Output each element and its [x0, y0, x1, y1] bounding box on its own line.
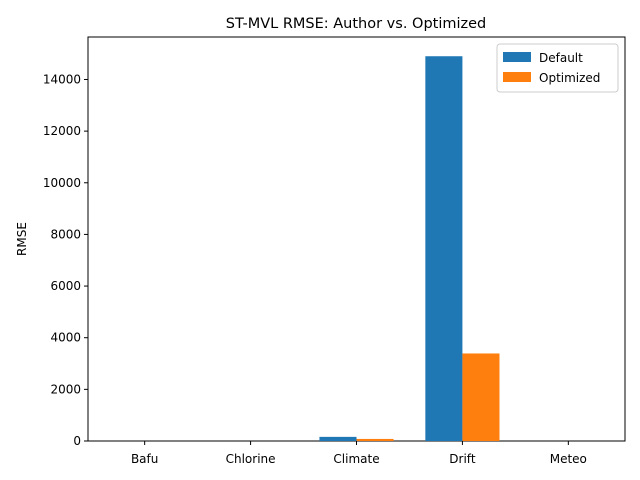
- bars: [319, 56, 500, 441]
- chart-title: ST-MVL RMSE: Author vs. Optimized: [226, 16, 487, 32]
- legend-swatch-default: [503, 52, 531, 62]
- y-tick-label: 0: [73, 434, 81, 448]
- y-tick-label: 14000: [43, 72, 81, 86]
- plot-frame: [87, 36, 626, 442]
- bar-default-climate: [319, 436, 357, 441]
- plot-area: Bafu Chlorine Climate Drift Meteo 0 2000 4000 6…: [43, 36, 626, 466]
- y-tick-label: 10000: [43, 176, 81, 190]
- y-tick-label: 8000: [50, 227, 81, 241]
- x-tick-label: Drift: [449, 452, 476, 466]
- y-tick-label: 4000: [50, 331, 81, 345]
- bar-default-drift: [425, 56, 463, 441]
- y-tick-label: 2000: [50, 382, 81, 396]
- legend: Default Optimized: [496, 43, 619, 93]
- y-tick-label: 12000: [43, 124, 81, 138]
- y-tick-label: 6000: [50, 279, 81, 293]
- legend-label-default: Default: [539, 51, 583, 65]
- x-axis: Bafu Chlorine Climate Drift Meteo: [131, 441, 587, 466]
- y-axis: 0 2000 4000 6000 8000 10000 12000 14000: [43, 72, 88, 448]
- legend-label-optimized: Optimized: [539, 71, 600, 85]
- legend-swatch-optimized: [503, 72, 531, 82]
- y-axis-title: RMSE: [15, 222, 29, 256]
- bar-optimized-climate: [356, 438, 394, 441]
- bar-optimized-drift: [462, 353, 500, 441]
- x-tick-label: Climate: [333, 452, 379, 466]
- x-tick-label: Meteo: [550, 452, 587, 466]
- x-tick-label: Bafu: [131, 452, 158, 466]
- x-tick-label: Chlorine: [226, 452, 276, 466]
